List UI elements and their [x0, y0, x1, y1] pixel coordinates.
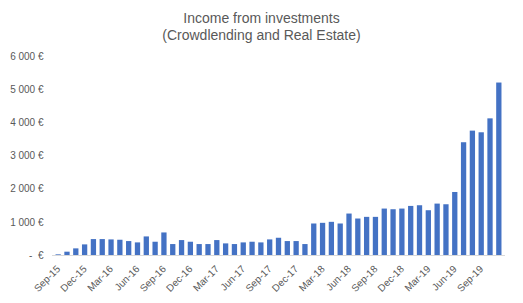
- svg-text:Jun-19: Jun-19: [430, 263, 460, 293]
- svg-text:3 000 €: 3 000 €: [10, 150, 44, 161]
- svg-text:2 000 €: 2 000 €: [10, 183, 44, 194]
- svg-text:Jun-16: Jun-16: [112, 263, 142, 293]
- html-text:(Crowdlending and Real Estate): (Crowdlending and Real Estate): [162, 27, 361, 43]
- svg-text:Dec-17: Dec-17: [270, 263, 301, 294]
- svg-text:Jun-17: Jun-17: [218, 263, 248, 293]
- svg-text:Sep-16: Sep-16: [138, 263, 169, 294]
- svg-text:Dec-15: Dec-15: [58, 263, 89, 294]
- svg-text:Mar-16: Mar-16: [85, 263, 115, 293]
- svg-text:Jun-18: Jun-18: [324, 263, 354, 293]
- svg-text:Mar-17: Mar-17: [191, 263, 221, 293]
- svg-text:Sep-17: Sep-17: [243, 263, 274, 294]
- svg-text:Mar-18: Mar-18: [297, 263, 327, 293]
- svg-text:1 000 €: 1 000 €: [10, 217, 44, 228]
- html-text:Income from investments: Income from investments: [183, 10, 340, 26]
- svg-text:Sep-19: Sep-19: [455, 263, 486, 294]
- svg-text:Sep-18: Sep-18: [349, 263, 380, 294]
- svg-text:5 000 €: 5 000 €: [10, 84, 44, 95]
- svg-text:Mar-19: Mar-19: [402, 263, 432, 293]
- svg-text:Dec-16: Dec-16: [164, 263, 195, 294]
- svg-text:4 000 €: 4 000 €: [10, 117, 44, 128]
- svg-text:Dec-18: Dec-18: [375, 263, 406, 294]
- svg-text:- €: - €: [29, 250, 44, 261]
- svg-text:Sep-15: Sep-15: [32, 263, 63, 294]
- svg-text:6 000 €: 6 000 €: [10, 51, 44, 62]
